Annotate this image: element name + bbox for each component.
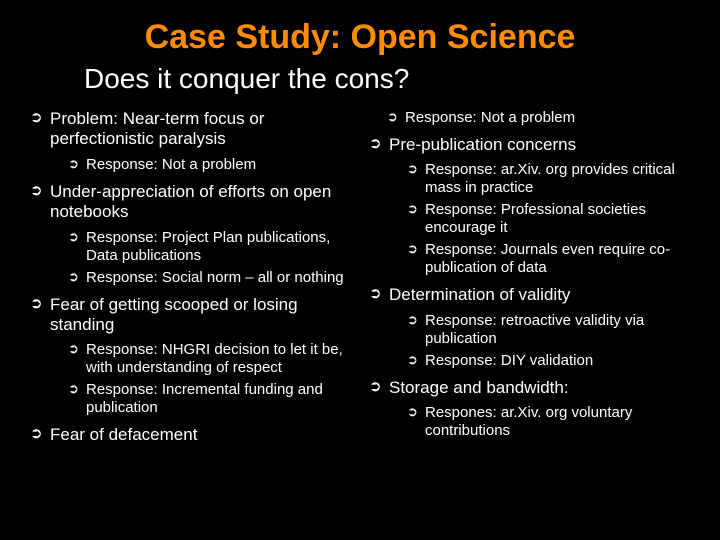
- bullet-list: Response: Not a problem Pre-publication …: [369, 109, 690, 440]
- sub-list: Response: retroactive validity via publi…: [389, 312, 690, 370]
- sub-list: Response: NHGRI decision to let it be, w…: [50, 341, 351, 417]
- sub-item: Response: Professional societies encoura…: [407, 201, 690, 237]
- item-text: Problem: Near-term focus or perfectionis…: [50, 109, 264, 148]
- sub-item: Response: Not a problem: [68, 156, 351, 174]
- sub-list: Response: Not a problem: [50, 156, 351, 174]
- sub-item: Response: Project Plan publications, Dat…: [68, 229, 351, 265]
- sub-item: Respones: ar.Xiv. org voluntary contribu…: [407, 404, 690, 440]
- content-columns: Problem: Near-term focus or perfectionis…: [30, 109, 690, 454]
- slide-subtitle: Does it conquer the cons?: [84, 63, 690, 95]
- sub-item: Response: Social norm – all or nothing: [68, 269, 351, 287]
- sub-item: Response: Incremental funding and public…: [68, 381, 351, 417]
- sub-item: Response: retroactive validity via publi…: [407, 312, 690, 348]
- bullet-list: Problem: Near-term focus or perfectionis…: [30, 109, 351, 446]
- sub-item: Response: DIY validation: [407, 352, 690, 370]
- sub-list: Response: Not a problem: [369, 109, 690, 127]
- list-item: Fear of getting scooped or losing standi…: [30, 295, 351, 418]
- sub-item: Response: NHGRI decision to let it be, w…: [68, 341, 351, 377]
- left-column: Problem: Near-term focus or perfectionis…: [30, 109, 351, 454]
- list-item: Problem: Near-term focus or perfectionis…: [30, 109, 351, 174]
- sub-list: Response: Project Plan publications, Dat…: [50, 229, 351, 287]
- item-text: Determination of validity: [389, 285, 570, 304]
- item-text: Fear of getting scooped or losing standi…: [50, 295, 298, 334]
- list-item: Fear of defacement: [30, 425, 351, 445]
- slide: Case Study: Open Science Does it conquer…: [0, 0, 720, 540]
- list-item: Determination of validity Response: retr…: [369, 285, 690, 369]
- item-text: Fear of defacement: [50, 425, 197, 444]
- sub-item: Response: ar.Xiv. org provides critical …: [407, 161, 690, 197]
- item-text: Storage and bandwidth:: [389, 378, 569, 397]
- sub-item: Response: Not a problem: [387, 109, 690, 127]
- sub-list: Respones: ar.Xiv. org voluntary contribu…: [389, 404, 690, 440]
- right-column: Response: Not a problem Pre-publication …: [369, 109, 690, 454]
- list-item: Under-appreciation of efforts on open no…: [30, 182, 351, 287]
- list-item: Pre-publication concerns Response: ar.Xi…: [369, 135, 690, 277]
- list-item: Storage and bandwidth: Respones: ar.Xiv.…: [369, 378, 690, 440]
- slide-title: Case Study: Open Science: [30, 18, 690, 57]
- list-item: Response: Not a problem: [369, 109, 690, 127]
- item-text: Under-appreciation of efforts on open no…: [50, 182, 331, 221]
- sub-item: Response: Journals even require co-publi…: [407, 241, 690, 277]
- item-text: Pre-publication concerns: [389, 135, 576, 154]
- sub-list: Response: ar.Xiv. org provides critical …: [389, 161, 690, 277]
